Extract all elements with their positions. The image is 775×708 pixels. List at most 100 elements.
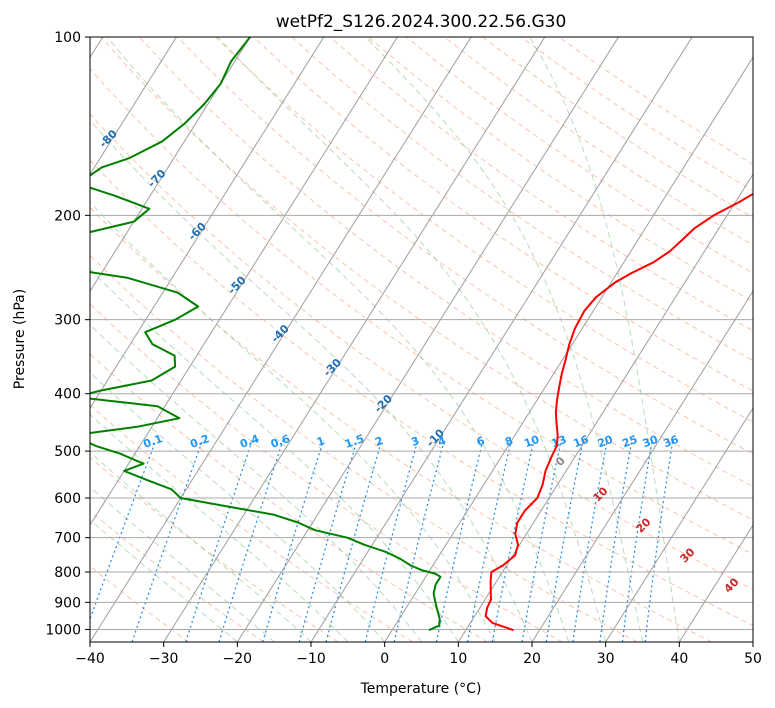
dry-adiabat [406, 37, 753, 274]
mixing-ratio-line [644, 440, 674, 642]
isotherm [236, 37, 619, 642]
y-tick-label: 800 [54, 565, 81, 581]
mixing-ratio-label: 20 [596, 433, 615, 451]
y-tick-label: 700 [54, 531, 81, 547]
isotherm [163, 37, 546, 642]
isotherm [457, 173, 753, 642]
isotherm [90, 37, 251, 293]
mixing-ratio-line [572, 440, 608, 642]
y-axis-label: Pressure (hPa) [12, 289, 28, 389]
mixing-ratio-label: 8 [503, 434, 515, 449]
background-lines [90, 37, 753, 642]
y-tick-label: 100 [54, 30, 81, 46]
dry-adiabat [90, 456, 339, 642]
mixing-ratio-label: 36 [662, 433, 681, 451]
mixing-ratio-line [131, 440, 203, 642]
mixing-ratio-line [599, 440, 633, 642]
isotherm-label: -20 [372, 392, 395, 415]
dry-adiabat [215, 37, 753, 423]
dry-adiabat [90, 510, 264, 642]
plot-frame [89, 36, 754, 643]
x-tick-label: 50 [744, 651, 762, 667]
moist-adiabat-label: 30 [678, 545, 698, 565]
dry-adiabat [90, 303, 563, 642]
mixing-ratio-label: 0.6 [269, 432, 292, 451]
mixing-ratio-label: 16 [572, 433, 591, 451]
temperature-line [484, 192, 753, 632]
mixing-ratio-line [90, 440, 157, 621]
x-tick-label: 20 [523, 651, 541, 667]
moist-adiabat-label: 20 [634, 515, 654, 535]
isotherm [90, 37, 325, 410]
mixing-ratio-line [325, 440, 383, 642]
isotherm [384, 56, 753, 642]
dry-adiabat [90, 254, 638, 642]
mixing-ratio-line [435, 440, 484, 642]
moist-adiabat [106, 37, 570, 642]
isotherm-label: -50 [225, 273, 248, 296]
mixing-ratio-label: 10 [522, 433, 541, 451]
mixing-ratio-line [621, 440, 653, 642]
moist-adiabat [217, 37, 607, 642]
moist-adiabat [90, 268, 459, 642]
mixing-ratio-label: 25 [620, 433, 639, 450]
isotherm-label: -70 [145, 167, 168, 190]
dry-adiabat [558, 37, 753, 165]
mixing-ratio-line [298, 440, 358, 642]
mixing-ratio-label: 4 [436, 434, 448, 449]
isotherm-label: -80 [97, 127, 120, 150]
isotherm [531, 290, 753, 642]
moist-adiabat [90, 119, 533, 642]
mixing-ratio-line [364, 440, 419, 642]
dry-adiabat [291, 37, 753, 362]
y-tick-label: 500 [54, 444, 81, 460]
isotherm [90, 37, 398, 527]
dry-adiabat [90, 206, 712, 642]
moist-adiabat-label: 40 [722, 575, 742, 595]
dry-adiabat [90, 159, 753, 627]
x-axis-label: Temperature (°C) [360, 681, 482, 697]
dry-adiabat [90, 565, 190, 642]
dry-adiabat [367, 37, 753, 303]
x-tick-label: 10 [449, 651, 467, 667]
y-tick-label: 400 [54, 387, 81, 403]
moist-adiabat [365, 37, 643, 642]
x-tick-label: −40 [75, 651, 105, 667]
mixing-ratio-label: 13 [550, 433, 569, 450]
dry-adiabat [90, 113, 753, 590]
isotherm-label: -100 [0, 51, 21, 80]
y-tick-label: 200 [54, 208, 81, 224]
moist-adiabat [90, 371, 386, 642]
chart-title: wetPf2_S126.2024.300.22.56.G30 [276, 12, 567, 32]
isotherm [605, 407, 753, 642]
isotherm [90, 37, 472, 642]
dry-adiabat [253, 37, 753, 392]
mixing-ratio-line [262, 440, 324, 642]
profile-lines [90, 37, 753, 632]
mixing-ratio-label: 6 [475, 434, 487, 449]
mixing-ratio-line [218, 440, 284, 642]
moist-adiabat [90, 413, 349, 642]
mixing-ratio-label: 0.2 [188, 432, 211, 451]
x-axis: −40 −30 −20 −10 0 10 20 30 40 50 [75, 642, 762, 667]
mixing-ratio-line [466, 440, 512, 642]
mixing-ratio-label: 2 [373, 434, 385, 449]
isotherm [678, 524, 753, 642]
moist-adiabat [90, 201, 496, 642]
dewpoint-line [90, 37, 442, 632]
moist-adiabat-label: 0 [553, 454, 568, 469]
mixing-ratio-line [185, 440, 253, 642]
x-tick-label: −20 [223, 651, 253, 667]
isotherm [752, 641, 753, 642]
x-tick-label: 40 [670, 651, 688, 667]
y-tick-label: 600 [54, 491, 81, 507]
dry-adiabat [90, 67, 753, 555]
mixing-ratio-label: 0.4 [238, 432, 261, 451]
mixing-ratio-label: 1 [315, 434, 327, 449]
isotherm-label: -30 [321, 356, 344, 379]
x-tick-label: 0 [380, 651, 389, 667]
x-tick-label: −30 [149, 651, 179, 667]
mixing-ratio-label: 30 [641, 433, 660, 451]
isotherm [310, 37, 693, 642]
